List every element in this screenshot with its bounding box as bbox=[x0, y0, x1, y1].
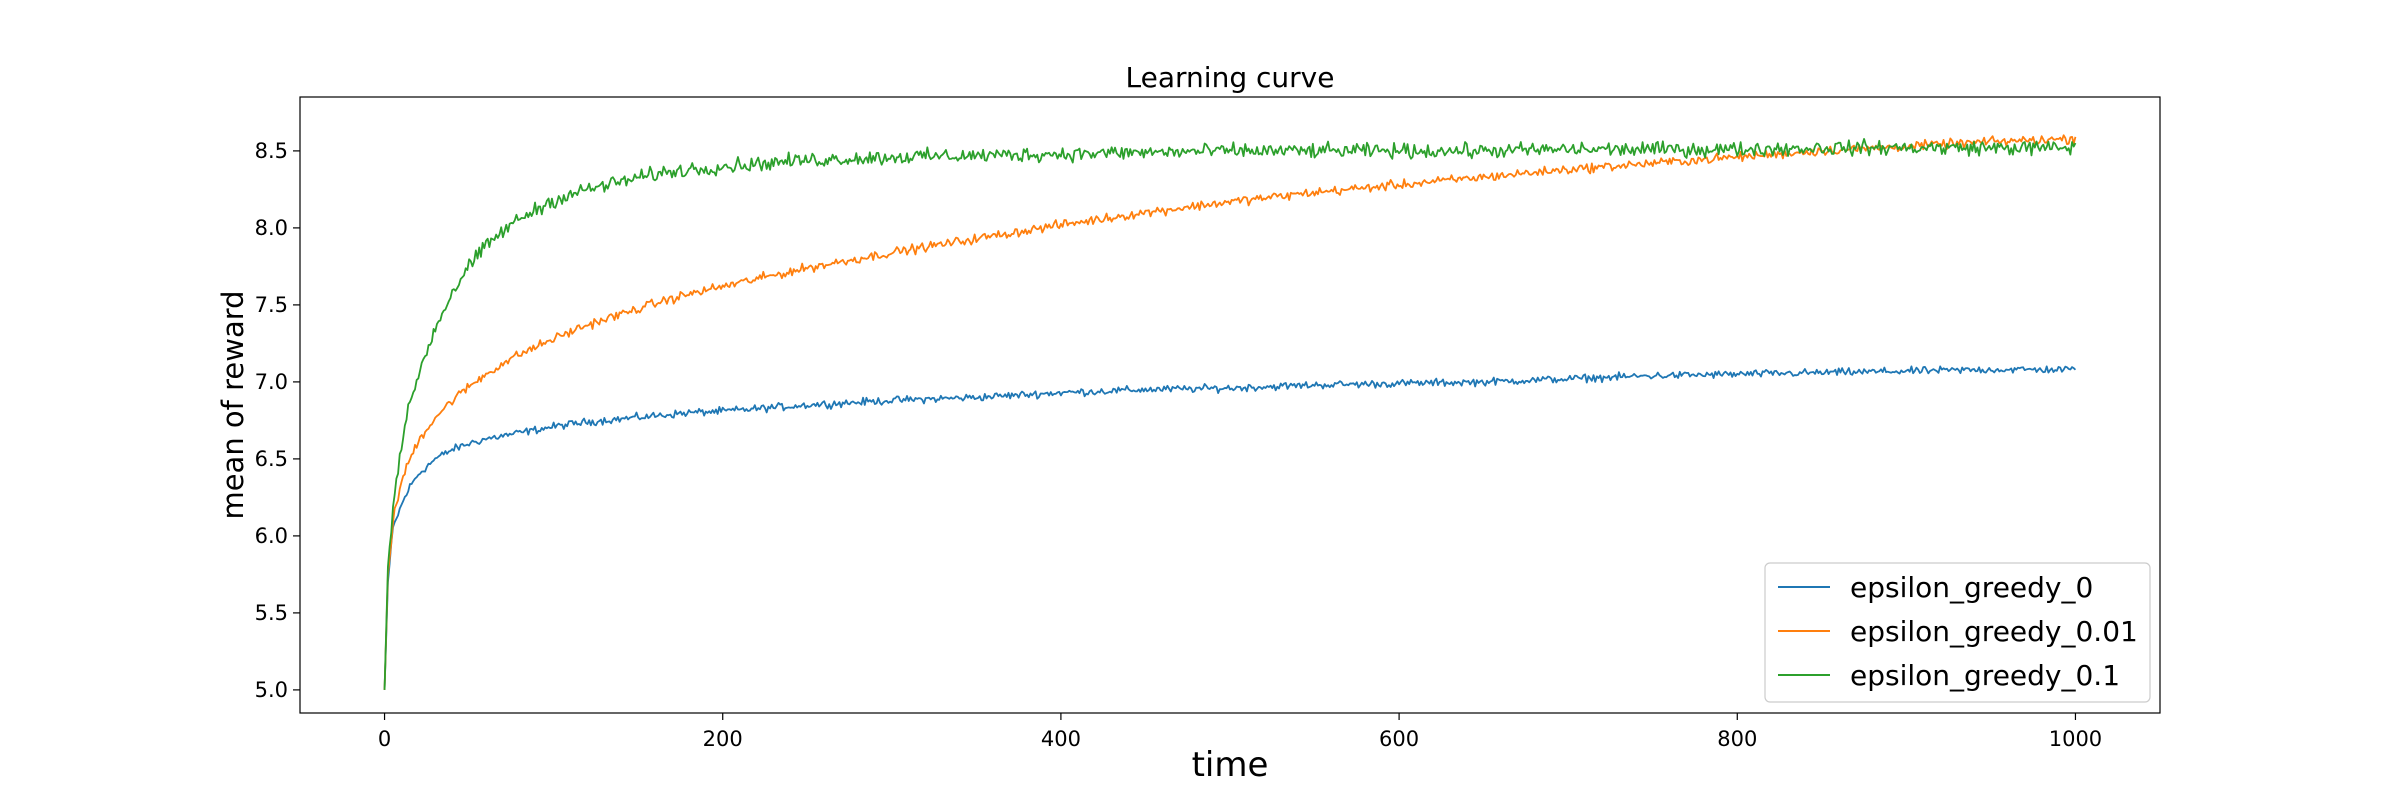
y-tick-label: 8.5 bbox=[255, 139, 288, 163]
x-tick-label: 800 bbox=[1717, 727, 1757, 751]
legend-label: epsilon_greedy_0 bbox=[1850, 571, 2093, 604]
series-line-1 bbox=[383, 134, 2077, 690]
y-tick-label: 6.5 bbox=[255, 447, 288, 471]
x-tick-label: 200 bbox=[703, 727, 743, 751]
x-axis-ticks: 0 200 400 600 800 1000 bbox=[378, 713, 2102, 751]
plot-frame bbox=[299, 96, 2161, 714]
y-tick-label: 5.5 bbox=[255, 601, 288, 625]
y-tick-label: 7.0 bbox=[255, 370, 288, 394]
x-axis-label: time bbox=[1192, 745, 1269, 785]
legend-box bbox=[1764, 562, 2151, 703]
x-tick-label: 400 bbox=[1041, 727, 1081, 751]
x-tick-label: 600 bbox=[1379, 727, 1419, 751]
y-tick-label: 5.0 bbox=[255, 678, 288, 702]
legend: epsilon_greedy_0 epsilon_greedy_0.01epsil… bbox=[1764, 562, 2151, 703]
y-axis-ticks: 5.0 5.5 6.0 6.5 7.0 7.5 8.0 8.5 bbox=[255, 139, 300, 702]
y-tick-label: 6.0 bbox=[255, 524, 288, 548]
chart-title: Learning curve bbox=[1126, 61, 1335, 94]
y-axis-label: mean of reward bbox=[216, 290, 250, 519]
x-tick-label: 0 bbox=[378, 727, 391, 751]
legend-label: epsilon_greedy_0.1 bbox=[1850, 659, 2120, 692]
plot-lines bbox=[383, 134, 2077, 690]
y-tick-label: 8.0 bbox=[255, 216, 288, 240]
series-line-2 bbox=[383, 138, 2077, 690]
x-tick-label: 1000 bbox=[2049, 727, 2102, 751]
legend-label: epsilon_greedy_0.01 bbox=[1850, 615, 2138, 648]
series-line-0 bbox=[383, 365, 2077, 690]
y-tick-label: 7.5 bbox=[255, 293, 288, 317]
